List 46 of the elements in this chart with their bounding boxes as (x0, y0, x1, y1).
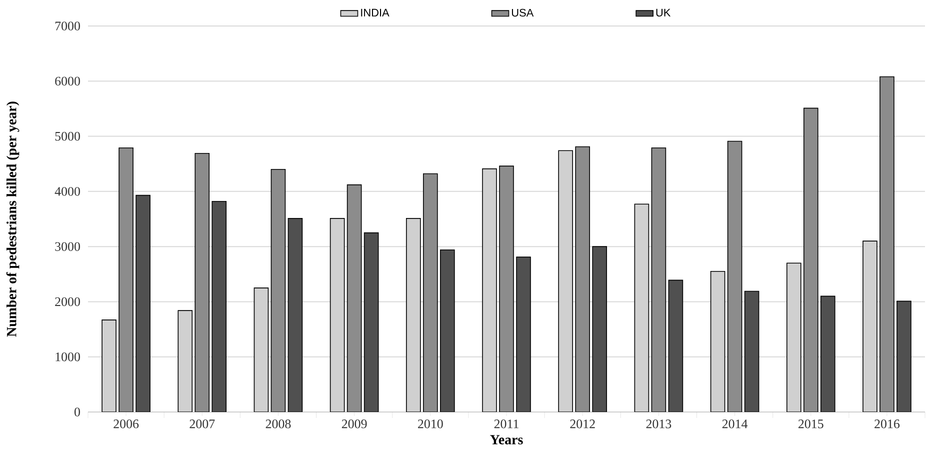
x-tick-label: 2010 (418, 420, 443, 428)
bar (744, 290, 760, 412)
bar (592, 246, 607, 412)
y-tick-label: 7000 (55, 22, 80, 30)
bar (820, 296, 836, 412)
bar (194, 152, 210, 412)
x-tick-label: 2009 (342, 420, 367, 428)
x-tick-label: 2007 (190, 420, 215, 428)
x-tick-label: 2008 (266, 420, 291, 428)
bar (803, 108, 818, 412)
x-tick-label: 2016 (874, 420, 900, 428)
x-tick-label: 2006 (114, 420, 139, 428)
bar (212, 200, 227, 412)
bar (880, 76, 894, 412)
bar (668, 280, 684, 412)
bar (440, 249, 455, 412)
bar (136, 194, 150, 412)
x-tick-label: 2013 (646, 420, 672, 428)
bar (651, 147, 666, 412)
y-tick-label: 4000 (54, 187, 80, 196)
bar (118, 147, 134, 412)
legend-label: INDIA (361, 8, 390, 16)
y-tick-label: 2000 (55, 297, 80, 306)
bar (423, 173, 438, 412)
bar (575, 146, 590, 412)
x-tick-label: 2015 (798, 420, 824, 428)
bar (288, 218, 303, 412)
bar (516, 256, 531, 412)
y-tick-label: 5000 (55, 132, 80, 141)
bar (896, 300, 912, 412)
y-tick-label: 6000 (55, 76, 80, 86)
bar (346, 184, 362, 412)
legend-label: USA (512, 8, 534, 17)
y-tick-label: 1000 (56, 352, 80, 362)
bar (364, 232, 379, 412)
legend-label: UK (656, 8, 671, 17)
x-tick-label: 2014 (722, 420, 748, 428)
bar (727, 140, 742, 412)
x-tick-label: 2012 (570, 420, 595, 428)
bar (270, 168, 286, 412)
x-axis-title: Years (490, 435, 523, 444)
bar (499, 166, 514, 412)
x-tick-label: 2011 (494, 420, 518, 428)
y-tick-label: 3000 (55, 242, 80, 251)
y-axis-title: Number of pedestrians killed (per year) (6, 102, 20, 337)
y-tick-label: 0 (74, 408, 80, 416)
